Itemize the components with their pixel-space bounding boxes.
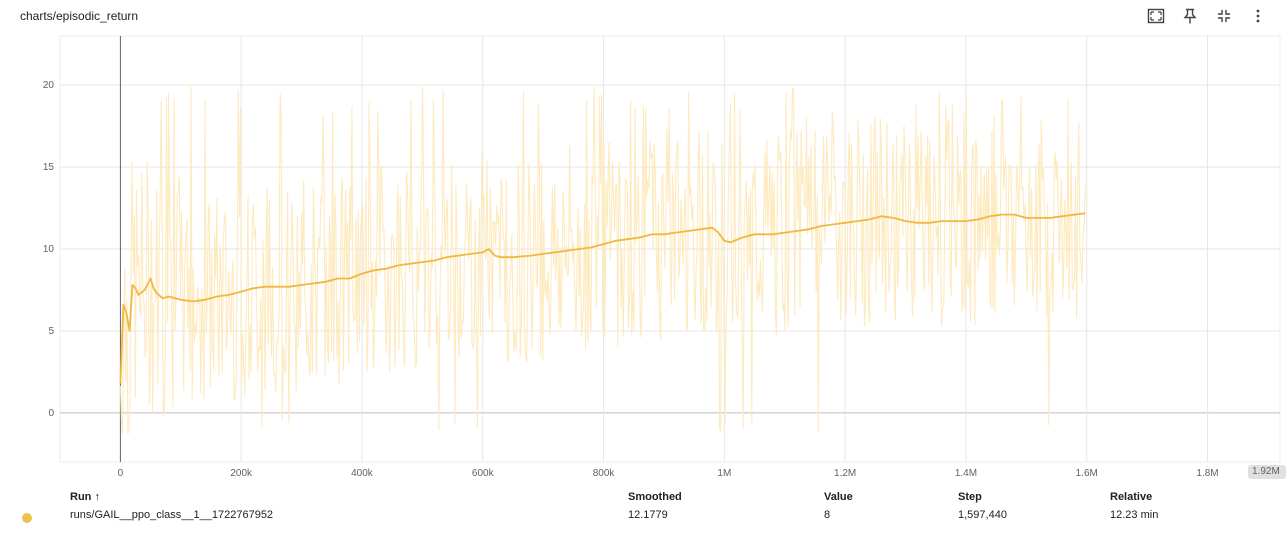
raw-series-line	[119, 86, 1086, 435]
smoothed-series	[119, 212, 1086, 384]
pin-button[interactable]	[1178, 5, 1202, 27]
x-tick-label: 600k	[472, 468, 495, 479]
x-tick-label: 200k	[230, 468, 253, 479]
header-step[interactable]: Step	[958, 491, 982, 503]
x-tick-label: 1.8M	[1196, 468, 1218, 479]
y-tick-label: 0	[48, 408, 54, 419]
chart-toolbar	[1144, 5, 1270, 27]
legend-row[interactable]: runs/GAIL__ppo_class__1__1722767952 12.1…	[0, 505, 1288, 523]
y-tick-label: 20	[43, 80, 55, 91]
fit-domain-icon	[1147, 8, 1165, 24]
x-tick-label: 1.4M	[955, 468, 977, 479]
pin-icon	[1183, 8, 1197, 24]
run-step: 1,597,440	[958, 509, 1007, 521]
run-color-dot	[22, 513, 32, 523]
collapse-icon	[1218, 10, 1230, 22]
raw-series	[119, 86, 1086, 435]
chart-title: charts/episodic_return	[20, 9, 139, 23]
header-run[interactable]: Run ↑	[70, 491, 100, 503]
run-value: 8	[824, 509, 831, 521]
axis-ticks: 0 5 10 15 20 0 200k 400k 600k 800k 1M 1.2M 1.4M 1.6M 1…	[43, 80, 1219, 479]
run-relative-time: 12.23 min	[1110, 509, 1159, 521]
x-tick-label: 0	[118, 468, 124, 479]
legend-header-row: Run ↑ Smoothed Value Step Relative	[0, 487, 1288, 505]
x-tick-label: 800k	[593, 468, 616, 479]
y-tick-label: 10	[43, 244, 55, 255]
y-tick-label: 15	[43, 162, 55, 173]
run-name: runs/GAIL__ppo_class__1__1722767952	[70, 509, 274, 521]
x-tick-label: 1M	[717, 468, 731, 479]
header-value[interactable]: Value	[824, 491, 853, 503]
x-tick-label: 400k	[351, 468, 374, 479]
x-tick-label: 1.2M	[834, 468, 856, 479]
header-smoothed[interactable]: Smoothed	[628, 491, 682, 503]
x-tick-label: 1.6M	[1076, 468, 1098, 479]
fit-domain-button[interactable]	[1144, 5, 1168, 27]
run-smoothed-value: 12.1779	[628, 509, 668, 521]
more-options-button[interactable]	[1246, 5, 1270, 27]
run-legend-table: Run ↑ Smoothed Value Step Relative runs/…	[0, 487, 1288, 523]
collapse-button[interactable]	[1212, 5, 1236, 27]
smoothed-series-line	[119, 212, 1086, 384]
more-vert-icon	[1256, 9, 1260, 23]
header-relative[interactable]: Relative	[1110, 491, 1153, 503]
x-max-badge: 1.92M	[1248, 465, 1286, 479]
y-tick-label: 5	[48, 326, 54, 337]
line-chart[interactable]: 0 5 10 15 20 0 200k 400k 600k 800k 1M 1.2M 1.4M 1.6M 1…	[0, 30, 1288, 480]
